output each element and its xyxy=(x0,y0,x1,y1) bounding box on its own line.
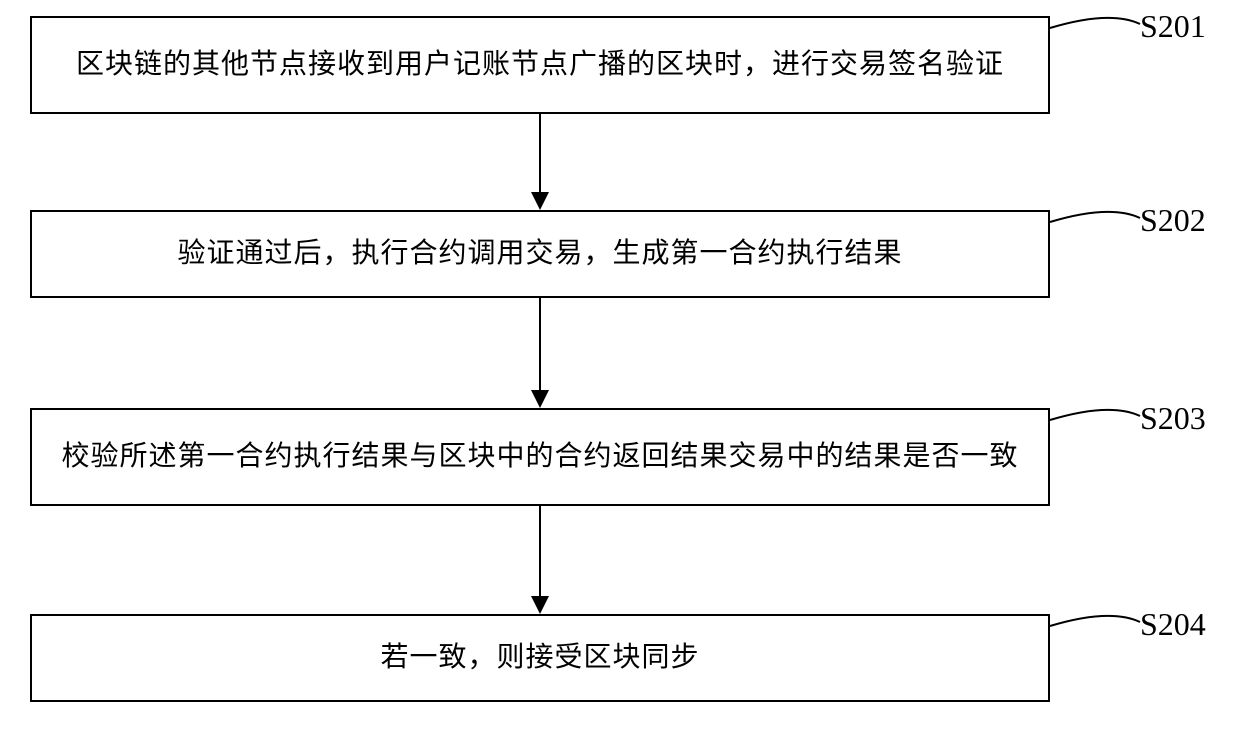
callout-s204 xyxy=(0,0,1240,749)
flowchart-canvas: 区块链的其他节点接收到用户记账节点广播的区块时，进行交易签名验证 S201 验证… xyxy=(0,0,1240,749)
step-label-s204: S204 xyxy=(1140,606,1206,643)
